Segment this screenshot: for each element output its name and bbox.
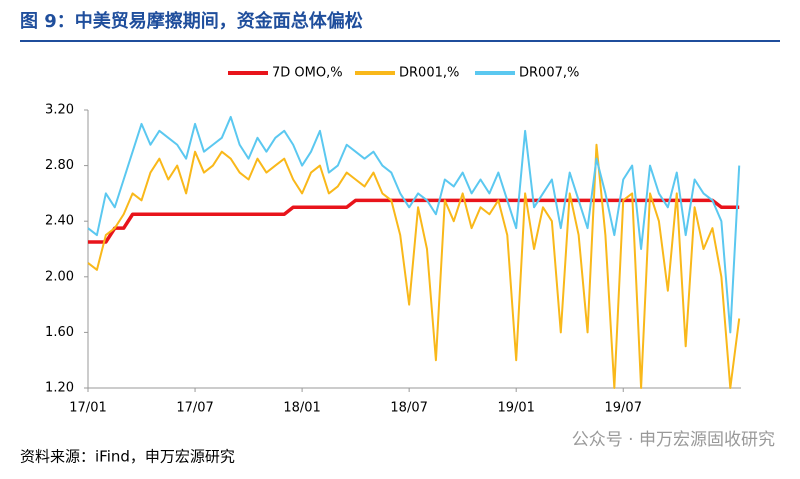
chart-title: 图 9：中美贸易摩擦期间，资金面总体偏松 xyxy=(20,10,363,32)
watermark: 公众号 · 申万宏源固收研究 xyxy=(572,430,775,450)
series-line xyxy=(87,143,741,389)
y-tick-label: 2.80 xyxy=(45,158,74,173)
y-tick-label: 1.20 xyxy=(45,381,74,396)
x-tick-label: 19/01 xyxy=(497,401,534,416)
y-tick-label: 3.20 xyxy=(45,103,74,118)
x-tick-label: 18/01 xyxy=(283,401,320,416)
legend-label: DR001,% xyxy=(399,66,459,81)
source-note: 资料来源：iFind，申万宏源研究 xyxy=(20,448,235,466)
legend-label: DR007,% xyxy=(519,66,579,81)
x-tick-label: 17/01 xyxy=(69,401,106,416)
x-tick-label: 17/07 xyxy=(176,401,213,416)
x-tick-label: 19/07 xyxy=(605,401,642,416)
y-tick-label: 1.60 xyxy=(45,325,74,340)
series-line xyxy=(87,115,741,334)
y-tick-label: 2.00 xyxy=(45,269,74,284)
y-tick-label: 2.40 xyxy=(45,214,74,229)
x-tick-label: 18/07 xyxy=(390,401,427,416)
legend-label: 7D OMO,% xyxy=(272,66,343,81)
